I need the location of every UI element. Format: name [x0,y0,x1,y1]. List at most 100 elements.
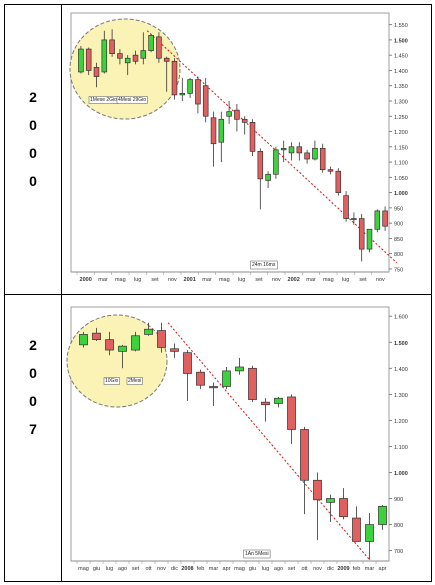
x-tick-label: mag [115,277,126,283]
bottom-label-box [243,549,271,559]
candle-body [280,147,287,151]
x-tick-label: ago [274,566,283,572]
y-tick-label: 1.350 [394,84,408,90]
year-label-2000: 2 0 0 0 [5,83,61,195]
x-tick-label: lug [106,566,113,572]
candle-body [85,48,92,71]
x-tick-label: ago [118,566,127,572]
x-tick-label: mar [202,277,212,283]
year-digit: 2 [29,89,37,105]
candle-body [365,524,374,542]
candle-body [140,50,147,59]
y-tick-label: 1.200 [394,419,408,425]
y-tick-label: 1.300 [394,99,408,105]
candle-body [92,332,101,340]
x-tick-label: dic [171,566,178,572]
y-tick-label: 900 [394,222,403,228]
year-digit: 0 [29,173,37,189]
candle-body [109,39,115,54]
x-tick-label: nov [376,277,385,283]
y-tick-label: 800 [394,252,403,258]
candle-body [148,34,154,51]
candle-body [366,228,373,250]
x-tick-label: lug [342,277,349,283]
x-tick-label: ott [145,566,152,572]
candle-body [382,210,388,227]
candle-body [343,195,349,219]
trendline [146,30,398,264]
highlight-ellipse [66,314,168,408]
bottom-interval-label: 1An 5Mesi [245,551,269,557]
candle-body [351,218,357,220]
interval-label-right: 4Mesi 29Gio [118,97,146,103]
y-tick-label: 900 [394,497,403,503]
candle-body [249,122,256,152]
candle-body [183,352,192,374]
candle-body [313,479,322,501]
x-tick-label: mag [78,566,89,572]
candle-body [374,210,381,230]
y-tick-label: 1.500 [394,341,408,347]
x-tick-label: set [132,566,140,572]
candle-body [319,147,326,171]
candle-body [300,429,309,481]
y-tick-label: 1.300 [394,393,408,399]
x-tick-label: mar [306,277,316,283]
y-tick-label: 1.450 [394,54,408,60]
x-tick-label: 2008 [181,566,193,572]
year-label-2007: 2 0 0 7 [5,331,61,443]
candle-body [288,146,295,154]
x-tick-label: 2001 [184,277,196,283]
candle-body [117,53,123,59]
year-digit: 0 [29,393,37,409]
x-tick-label: nov [313,566,322,572]
candle-body [273,149,279,175]
x-tick-label: nov [272,277,281,283]
candle-body [196,371,205,386]
x-tick-label: giu [249,566,256,572]
candle-body [118,345,127,352]
x-tick-label: 2002 [288,277,300,283]
x-tick-label: apr [379,566,387,572]
y-tick-label: 750 [394,267,403,273]
y-tick-label: 1.400 [394,69,408,75]
interval-label-box [103,377,120,385]
bottom-label-box [250,260,278,270]
x-tick-label: set [359,277,367,283]
year-digit: 2 [29,337,37,353]
candle-body [235,366,244,372]
candle-body [132,54,139,62]
candle-body [222,370,231,387]
y-tick-label: 1.250 [394,115,408,121]
x-tick-label: lug [134,277,141,283]
y-tick-label: 1.150 [394,145,408,151]
row-divider [5,294,431,295]
y-tick-label: 1.050 [394,176,408,182]
y-tick-label: 1.500 [394,38,408,44]
column-divider [61,5,62,581]
candle-body [296,146,303,154]
y-tick-label: 1.600 [394,315,408,321]
candle-body [234,109,240,120]
candle-body [327,169,334,172]
y-tick-label: 700 [394,549,403,555]
candle-body [287,396,296,430]
candle-body [312,147,318,160]
candle-body [131,335,140,351]
y-tick-label: 850 [394,237,403,243]
x-tick-label: lug [262,566,269,572]
candle-body [101,39,108,73]
x-tick-label: 2009 [337,566,349,572]
x-tick-label: mag [219,277,230,283]
interval-label-left: 1Mese 2Gio [90,97,117,103]
interval-label-box [126,377,143,385]
y-tick-label: 1.400 [394,367,408,373]
year-digit: 0 [29,117,37,133]
x-tick-label: nov [157,566,166,572]
x-tick-label: mag [234,566,245,572]
year-digit: 7 [29,421,37,437]
x-tick-label: set [288,566,296,572]
x-tick-label: feb [197,566,205,572]
year-digit: 0 [29,365,37,381]
candle-body [93,67,100,77]
